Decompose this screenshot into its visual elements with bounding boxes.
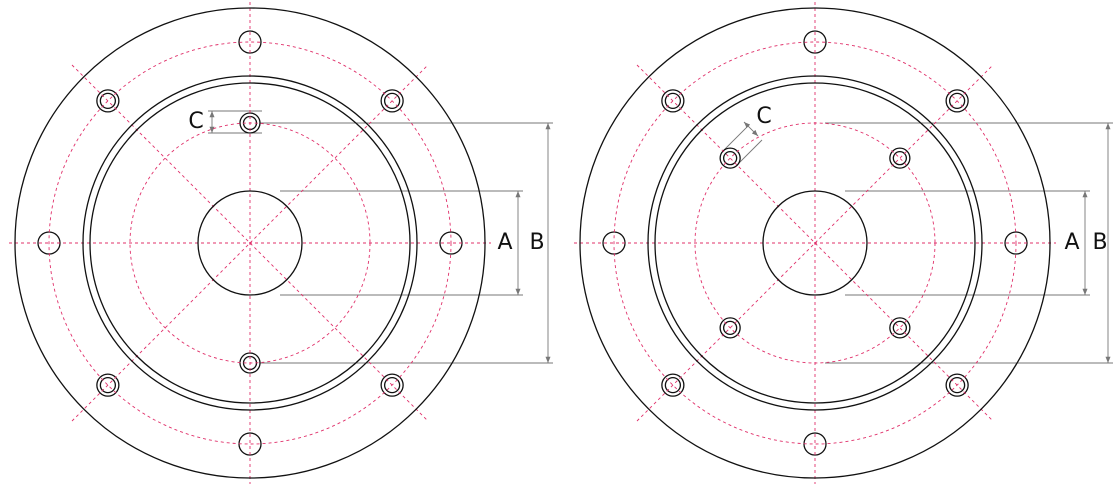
bolt-hole-inner [383,92,401,110]
inner-hole [889,317,911,339]
bolt-hole-inner [99,376,117,394]
label-b: B [1092,230,1107,255]
inner-hole [719,317,741,339]
outer-edge [579,7,1051,479]
inner-hole-inner [722,150,738,166]
label-a: A [497,230,512,255]
bolt-hole [96,373,120,397]
inner-hole [719,147,741,169]
ring-inner [89,82,411,404]
ring-outer [82,75,418,411]
inner-bolt-circle [694,122,936,364]
bolt-hole-inner [99,92,117,110]
label-c: C [756,104,771,129]
extension-line [736,139,763,166]
bolt-hole [661,373,685,397]
bolt-hole-inner [664,92,682,110]
inner-hole-inner [722,320,738,336]
bolt-hole [945,89,969,113]
outer-edge [14,7,486,479]
label-b: B [529,230,544,255]
bolt-hole [661,89,685,113]
inner-hole-inner [892,150,908,166]
ring-outer [647,75,983,411]
bolt-hole [380,89,404,113]
bolt-hole-inner [948,376,966,394]
bolt-circle [613,41,1017,445]
bolt-hole-inner [948,92,966,110]
ring-inner [654,82,976,404]
bolt-hole [945,373,969,397]
hub [762,190,868,296]
hub [197,190,303,296]
bolt-hole-inner [383,376,401,394]
label-c: C [188,109,203,134]
extension-line [722,125,749,152]
bolt-hole [96,89,120,113]
label-a: A [1064,230,1079,255]
bolt-hole-inner [664,376,682,394]
inner-hole [889,147,911,169]
bolt-hole [380,373,404,397]
inner-bolt-circle [129,122,371,364]
bolt-circle [48,41,452,445]
inner-hole-inner [892,320,908,336]
dimension-c [743,121,759,137]
